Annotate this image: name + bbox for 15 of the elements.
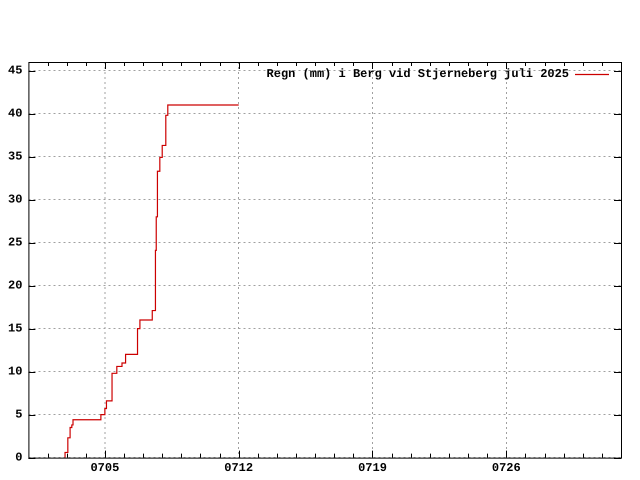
y-tick-label: 35	[8, 150, 22, 164]
y-tick-label: 20	[8, 278, 22, 293]
y-tick-label: 30	[8, 192, 22, 207]
x-tick-label: 0705	[90, 460, 120, 475]
y-tick-label: 0	[15, 450, 22, 465]
x-tick-label: 0726	[492, 460, 521, 475]
y-tick-label: 40	[8, 106, 22, 121]
y-tick-label: 15	[8, 322, 22, 336]
y-tick-label: 5	[15, 408, 22, 422]
x-tick-label: 0719	[358, 460, 387, 475]
y-tick-label: 10	[8, 364, 22, 379]
legend-label: Regn (mm) i Berg vid Stjerneberg juli 2025	[266, 67, 569, 82]
y-tick-label: 45	[8, 64, 22, 78]
y-tick-label: 25	[8, 236, 22, 250]
x-tick-label: 0712	[224, 460, 254, 475]
